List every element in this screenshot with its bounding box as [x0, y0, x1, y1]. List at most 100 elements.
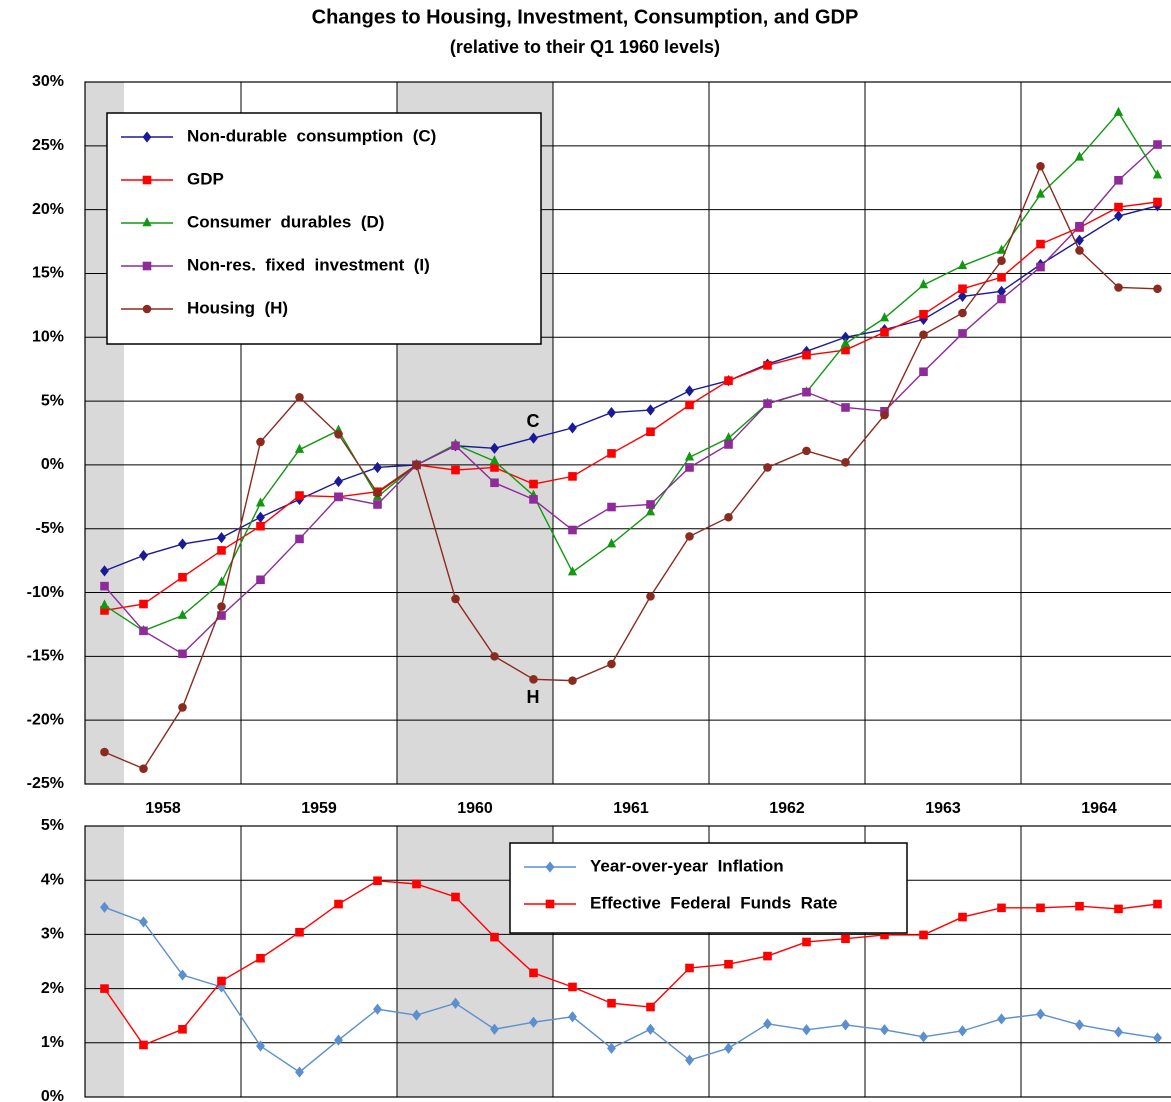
marker [1075, 901, 1084, 911]
marker [256, 575, 265, 585]
legend-marker [142, 261, 152, 271]
marker [295, 1066, 304, 1078]
recession-band [85, 826, 124, 1097]
marker [334, 899, 343, 909]
marker [412, 460, 421, 470]
marker [724, 376, 733, 385]
y-tick-label: 3% [41, 926, 64, 943]
marker [724, 959, 733, 969]
marker [723, 432, 734, 442]
plot-border [84, 81, 1171, 785]
marker [724, 1042, 733, 1054]
series-line [104, 906, 1158, 1073]
marker [139, 599, 148, 609]
marker [958, 290, 967, 303]
marker [997, 294, 1006, 304]
y-tick-label: -20% [27, 711, 64, 728]
marker [957, 259, 968, 270]
marker [880, 410, 889, 420]
marker [607, 998, 616, 1008]
marker [685, 1054, 694, 1066]
annotation: H [527, 687, 540, 707]
marker [256, 953, 265, 963]
marker [568, 472, 577, 481]
legend-box [106, 112, 542, 345]
marker [373, 500, 382, 509]
marker [529, 495, 538, 504]
marker [451, 997, 460, 1009]
marker [568, 422, 577, 434]
marker [607, 449, 616, 458]
marker [685, 385, 694, 397]
marker [607, 1042, 616, 1054]
marker [802, 350, 811, 360]
marker [607, 659, 616, 669]
legend-marker [545, 899, 555, 909]
marker [685, 532, 694, 541]
series [100, 161, 1162, 773]
marker [490, 442, 499, 454]
chart-title: Changes to Housing, Investment, Consumpt… [312, 6, 859, 28]
marker [1075, 221, 1084, 231]
marker [373, 1003, 382, 1015]
marker [724, 440, 733, 449]
marker [334, 475, 343, 488]
legend-marker [545, 861, 555, 873]
marker [567, 566, 578, 576]
y-tick-label: 10% [32, 328, 64, 345]
x-tick-label: 1961 [613, 800, 649, 817]
marker [1114, 210, 1123, 222]
marker [529, 675, 538, 684]
marker [334, 429, 343, 439]
marker [568, 676, 577, 685]
marker [1036, 262, 1045, 272]
marker [373, 461, 382, 474]
marker [919, 330, 928, 340]
marker [178, 649, 187, 659]
marker [763, 399, 772, 408]
marker [919, 930, 928, 940]
marker [763, 1018, 772, 1030]
marker [529, 432, 538, 444]
marker [295, 491, 304, 500]
marker [1153, 284, 1162, 294]
marker [919, 367, 928, 377]
legend-marker [142, 131, 152, 143]
marker [646, 500, 655, 509]
marker [334, 492, 343, 502]
series [100, 876, 1162, 1050]
legend-label: Effective Federal Funds Rate [590, 893, 838, 912]
marker [256, 437, 265, 447]
marker [490, 463, 499, 472]
marker [997, 256, 1006, 265]
marker [724, 512, 733, 522]
marker [99, 599, 110, 609]
x-tick-label: 1963 [925, 800, 961, 817]
marker [178, 969, 187, 981]
legend: Non-durable consumption (C) GDP Consumer d… [106, 112, 542, 345]
marker [997, 1013, 1006, 1025]
annotation: C [527, 411, 540, 431]
marker [490, 652, 499, 661]
marker [412, 1009, 421, 1021]
marker [802, 446, 811, 456]
marker [646, 1002, 655, 1012]
marker [295, 392, 304, 402]
marker [802, 937, 811, 947]
marker [841, 934, 850, 944]
marker [568, 982, 577, 992]
series-line [104, 205, 1158, 572]
marker [334, 1034, 343, 1046]
marker [217, 546, 226, 555]
marker [685, 963, 694, 973]
x-tick-label: 1958 [145, 800, 181, 817]
marker [412, 879, 421, 889]
marker [139, 764, 148, 773]
legend-label: Housing (H) [187, 298, 288, 317]
x-tick-label: 1960 [457, 800, 493, 817]
marker [1035, 188, 1046, 198]
y-tick-label: -10% [27, 584, 64, 601]
marker [568, 525, 577, 535]
plot-border [84, 825, 1171, 1098]
marker [490, 478, 499, 488]
